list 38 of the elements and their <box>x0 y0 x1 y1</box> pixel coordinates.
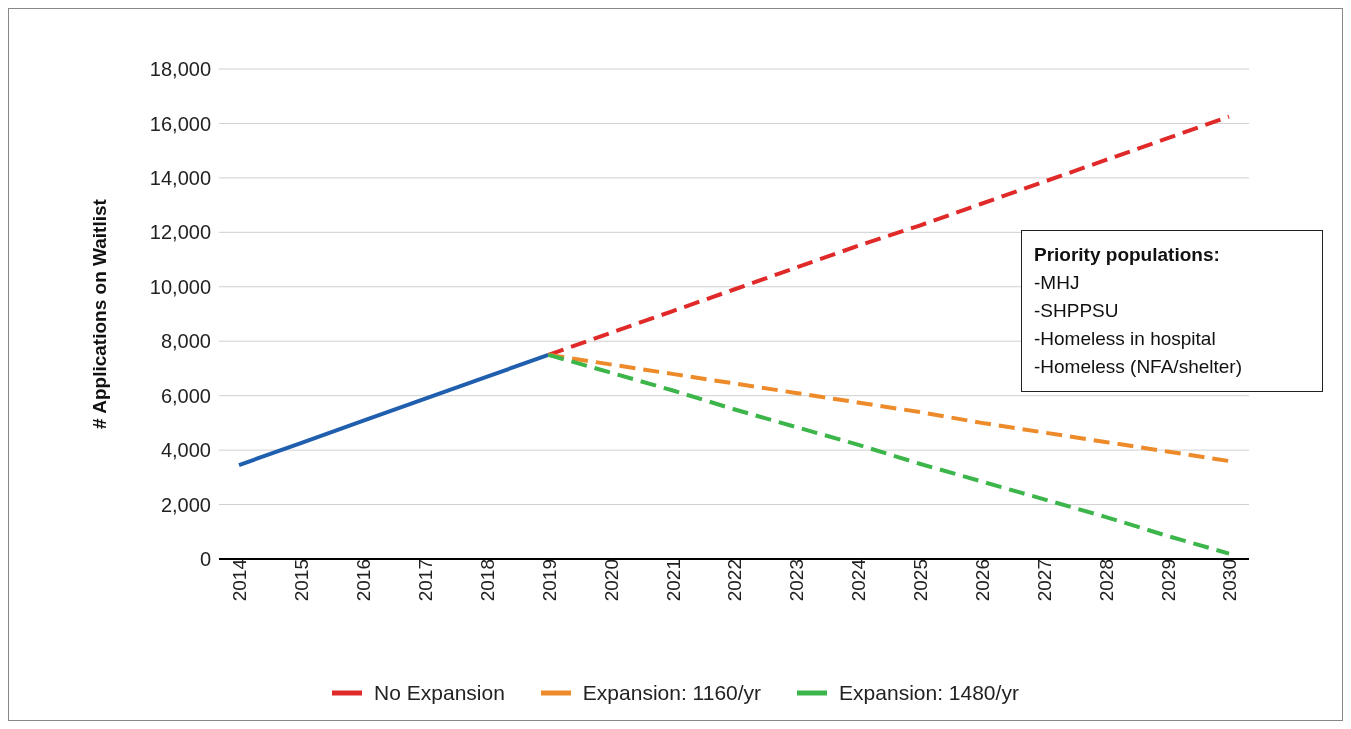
line-series <box>237 352 551 468</box>
annotation: Priority populations: <box>1034 243 1221 267</box>
y-tick-label: 8,000 <box>160 330 211 353</box>
annotation: -MHJ <box>1034 271 1081 295</box>
x-tick-label: 2014 <box>229 558 251 602</box>
x-tick-label: 2029 <box>1157 559 1179 602</box>
x-tick-label: 2015 <box>291 559 313 602</box>
x-tick-label: 2023 <box>786 559 808 602</box>
y-tick-label: 14,000 <box>149 166 211 189</box>
x-tick-label: 2026 <box>971 559 993 602</box>
line-series <box>546 114 1231 357</box>
legend-label: Expansion: 1480/yr <box>839 681 1019 705</box>
x-tick-label: 2017 <box>415 559 437 602</box>
x-tick-label: 2020 <box>600 559 622 602</box>
y-tick-label: 10,000 <box>149 275 211 298</box>
x-tick-label: 2019 <box>538 559 560 602</box>
x-tick-label: 2016 <box>353 559 375 602</box>
y-tick-label: 18,000 <box>149 58 211 81</box>
x-tick-label: 2024 <box>848 558 870 602</box>
legend-label: Expansion: 1160/yr <box>582 681 762 705</box>
x-tick-label: 2030 <box>1219 559 1241 602</box>
y-tick-label: 0 <box>199 548 211 571</box>
annotation: -SHPPSU <box>1034 299 1120 323</box>
y-tick-label: 2,000 <box>160 493 211 516</box>
x-tick-label: 2022 <box>724 559 746 602</box>
annotation: -Homeless in hospital <box>1034 327 1217 351</box>
y-tick-label: 4,000 <box>160 439 211 462</box>
x-tick-label: 2018 <box>476 559 498 602</box>
y-axis-title: # Applications on Waitlist <box>88 198 110 429</box>
x-tick-label: 2028 <box>1095 559 1117 602</box>
x-tick-label: 2027 <box>1033 559 1055 602</box>
y-tick-label: 12,000 <box>149 221 211 244</box>
x-tick-label: 2021 <box>662 559 684 602</box>
y-tick-label: 6,000 <box>160 384 211 407</box>
legend-label: No Expansion <box>374 681 505 705</box>
x-tick-label: 2025 <box>910 559 932 602</box>
y-tick-label: 16,000 <box>149 112 211 135</box>
annotation: -Homeless (NFA/shelter) <box>1034 355 1243 379</box>
